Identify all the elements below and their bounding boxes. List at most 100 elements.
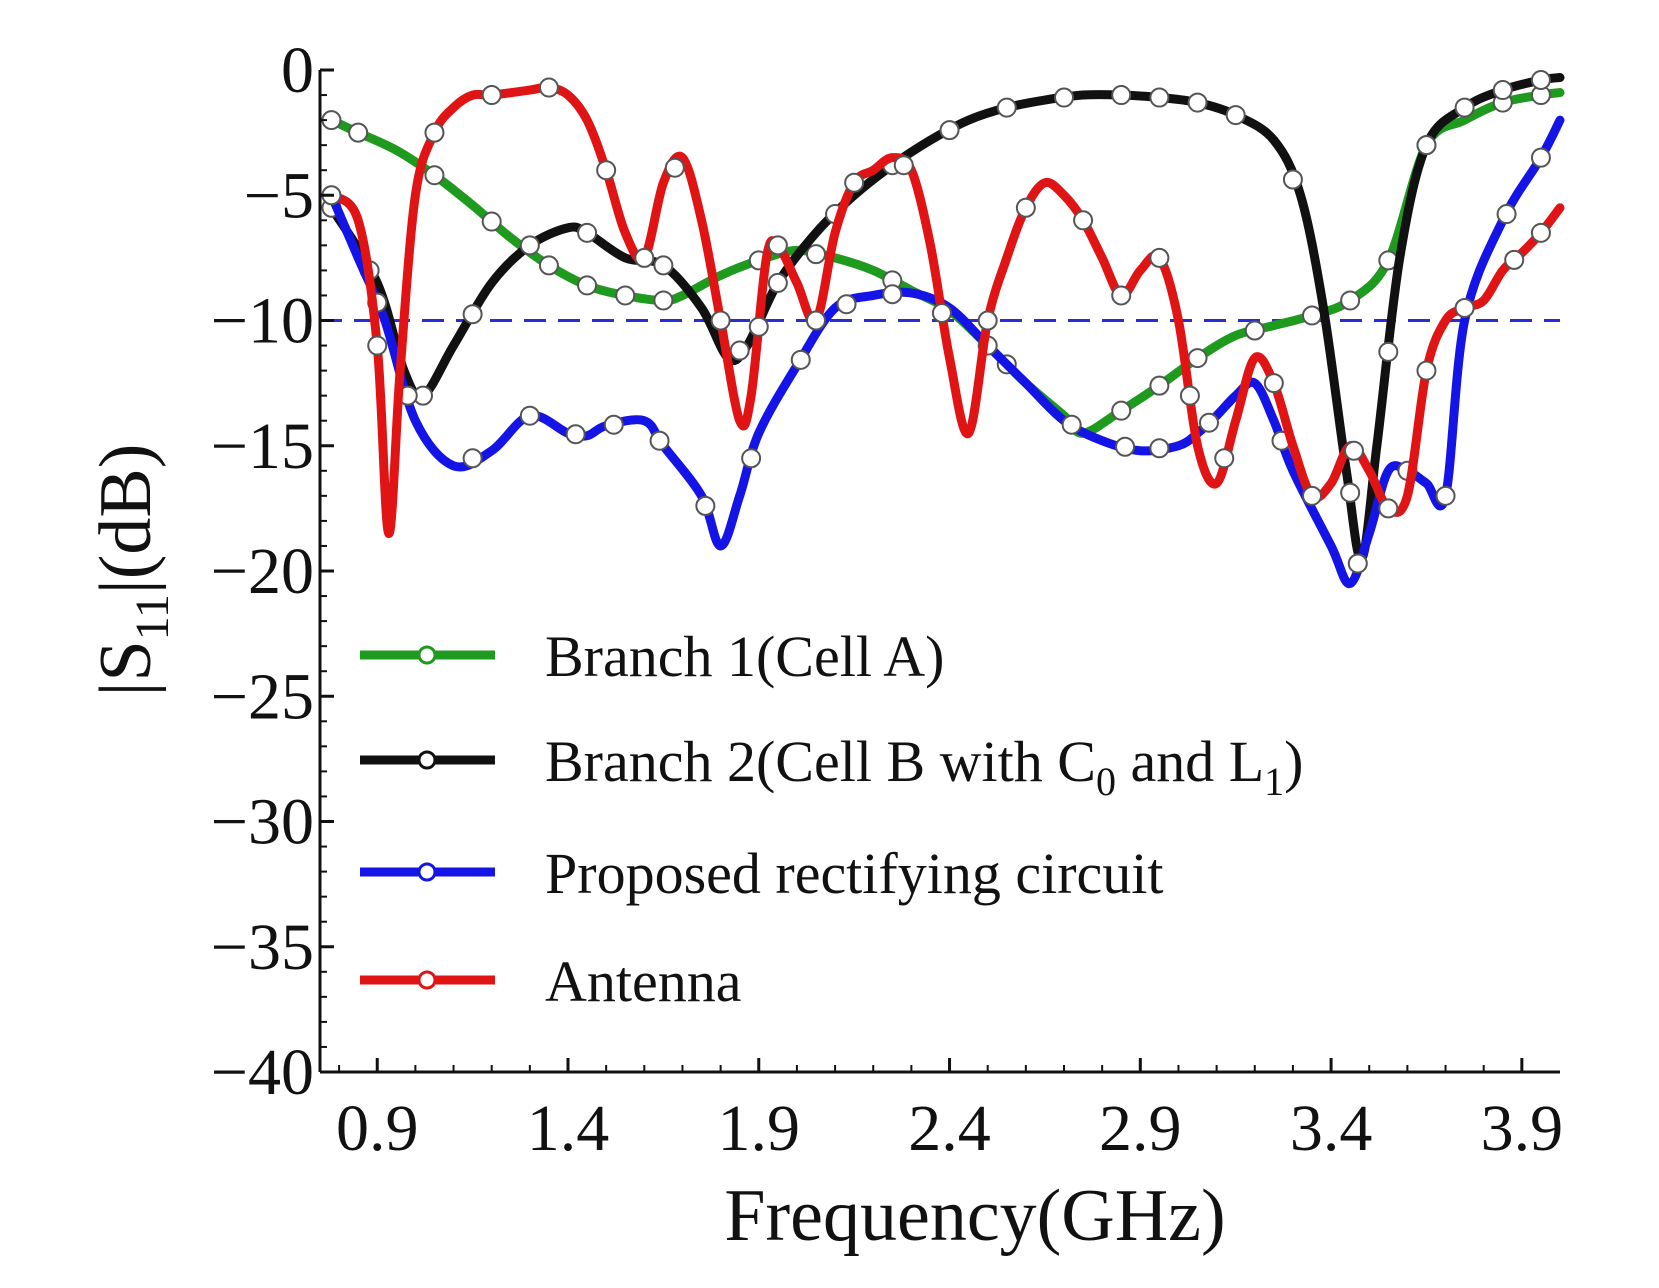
legend-label-branch-1: Branch 1(Cell A) bbox=[545, 624, 944, 689]
data-point-proposed bbox=[462, 448, 483, 469]
data-point-proposed bbox=[882, 284, 903, 305]
data-point-antenna bbox=[1454, 297, 1475, 318]
x-tick-label: 2.4 bbox=[908, 1092, 991, 1165]
data-point-antenna bbox=[1530, 222, 1551, 243]
x-tick-label: 1.4 bbox=[527, 1092, 610, 1165]
legend-label-branch-2: Branch 2(Cell B with C0 and L1) bbox=[545, 729, 1303, 804]
y-tick-label: −30 bbox=[211, 786, 314, 859]
data-point-branch-2 bbox=[577, 222, 598, 243]
data-point-branch-2 bbox=[1340, 482, 1361, 503]
y-tick-label: −10 bbox=[211, 285, 314, 358]
data-point-antenna bbox=[1149, 247, 1170, 268]
x-tick-label: 2.9 bbox=[1099, 1092, 1182, 1165]
data-point-branch-2 bbox=[729, 340, 750, 361]
data-point-branch-1 bbox=[615, 285, 636, 306]
data-point-antenna bbox=[1111, 285, 1132, 306]
legend-label-branch-2-mid: and L bbox=[1116, 729, 1264, 794]
data-point-proposed bbox=[649, 430, 670, 451]
legend-label-branch-2-sub0: 0 bbox=[1096, 759, 1116, 804]
data-point-proposed bbox=[603, 414, 624, 435]
legend-label-branch-2-main: Branch 2(Cell B with C bbox=[545, 729, 1096, 794]
data-point-antenna bbox=[1416, 360, 1437, 381]
y-axis-title: |S11|(dB) bbox=[85, 444, 179, 697]
data-point-branch-2 bbox=[1530, 70, 1551, 91]
data-point-antenna bbox=[977, 310, 998, 331]
legend-label-branch-2-sub1: 1 bbox=[1264, 759, 1284, 804]
x-tick-label: 1.9 bbox=[718, 1092, 801, 1165]
data-point-branch-2 bbox=[1187, 92, 1208, 113]
data-point-branch-2 bbox=[767, 272, 788, 293]
data-point-branch-2 bbox=[519, 235, 540, 256]
data-point-antenna bbox=[634, 247, 655, 268]
y-axis-title-sub: 11 bbox=[126, 594, 179, 640]
data-point-antenna bbox=[748, 316, 769, 337]
data-point-antenna bbox=[1504, 249, 1525, 270]
data-point-branch-2 bbox=[462, 304, 483, 325]
data-point-antenna bbox=[1343, 440, 1364, 461]
y-tick-label: −40 bbox=[211, 1036, 314, 1109]
data-point-branch-2 bbox=[939, 120, 960, 141]
data-point-proposed bbox=[1061, 414, 1082, 435]
legend-marker-proposed bbox=[417, 862, 437, 882]
data-point-antenna bbox=[424, 122, 445, 143]
data-point-antenna bbox=[538, 77, 559, 98]
data-point-antenna bbox=[1179, 385, 1200, 406]
y-tick-label: 0 bbox=[281, 34, 314, 107]
series-layer bbox=[321, 70, 1565, 589]
data-point-branch-2 bbox=[996, 97, 1017, 118]
data-point-proposed bbox=[1435, 485, 1456, 506]
legend-item-antenna: Antenna bbox=[360, 949, 742, 1014]
ticks-layer: 0 −5 −10 −15 −20 −25 −30 −35 −40 0.9 1.4 1.9 2.4 2.9 3… bbox=[211, 34, 1563, 1165]
legend-label-antenna: Antenna bbox=[545, 949, 742, 1014]
data-point-antenna bbox=[931, 302, 952, 323]
data-point-branch-2 bbox=[1111, 85, 1132, 106]
legend-label-branch-2-tail: ) bbox=[1284, 729, 1303, 794]
data-point-proposed bbox=[741, 448, 762, 469]
data-point-proposed bbox=[519, 405, 540, 426]
series-proposed bbox=[326, 115, 1565, 589]
data-point-branch-2 bbox=[1282, 169, 1303, 190]
data-point-proposed bbox=[695, 495, 716, 516]
series-branch-2 bbox=[321, 70, 1565, 563]
legend-item-branch-1: Branch 1(Cell A) bbox=[360, 624, 944, 689]
svg-text:|S11|(dB): |S11|(dB) bbox=[85, 444, 179, 697]
x-tick-label: 3.9 bbox=[1481, 1092, 1564, 1165]
data-point-branch-1 bbox=[1187, 348, 1208, 369]
data-point-branch-1 bbox=[806, 244, 826, 265]
legend-item-proposed: Proposed rectifying circuit bbox=[360, 841, 1164, 906]
data-point-antenna bbox=[1015, 197, 1036, 218]
y-tick-label: −20 bbox=[211, 535, 314, 608]
y-tick-label: −25 bbox=[211, 660, 314, 733]
data-point-branch-2 bbox=[1149, 87, 1170, 108]
data-point-antenna bbox=[481, 85, 502, 106]
data-point-antenna bbox=[893, 155, 914, 176]
data-point-branch-2 bbox=[1416, 135, 1437, 156]
data-point-antenna bbox=[1302, 485, 1322, 506]
data-point-antenna bbox=[1214, 448, 1235, 469]
data-point-branch-2 bbox=[1378, 341, 1399, 362]
data-point-branch-2 bbox=[1454, 97, 1475, 118]
data-point-proposed bbox=[1347, 553, 1368, 574]
data-point-branch-1 bbox=[577, 275, 598, 296]
data-point-proposed bbox=[1496, 204, 1517, 225]
data-point-branch-1 bbox=[1340, 290, 1361, 311]
data-point-proposed bbox=[1149, 438, 1170, 459]
data-point-branch-1 bbox=[1149, 375, 1170, 396]
y-tick-label: −15 bbox=[211, 410, 314, 483]
data-point-branch-2 bbox=[1225, 105, 1246, 126]
data-point-branch-1 bbox=[538, 255, 559, 276]
data-point-antenna bbox=[1073, 210, 1094, 231]
legend-label-proposed: Proposed rectifying circuit bbox=[545, 841, 1164, 906]
legend-marker-antenna bbox=[417, 970, 437, 990]
data-point-proposed bbox=[1115, 436, 1136, 457]
data-point-antenna bbox=[1263, 373, 1284, 394]
y-tick-label: −5 bbox=[244, 159, 314, 232]
legend: Branch 1(Cell A) Branch 2(Cell B with C0… bbox=[360, 624, 1303, 1014]
data-point-branch-2 bbox=[1492, 80, 1513, 101]
series-line-antenna bbox=[326, 82, 1565, 538]
data-point-antenna bbox=[710, 310, 731, 331]
data-point-antenna bbox=[1378, 498, 1399, 519]
data-point-branch-1 bbox=[424, 165, 445, 186]
data-point-antenna bbox=[596, 160, 617, 181]
